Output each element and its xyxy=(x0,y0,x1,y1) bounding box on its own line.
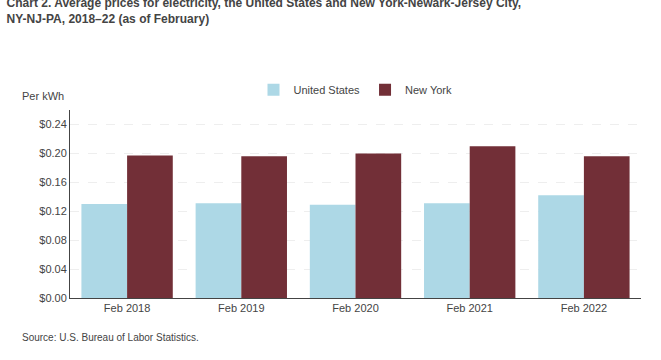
svg-text:$0.04: $0.04 xyxy=(39,263,67,275)
svg-text:Feb 2019: Feb 2019 xyxy=(218,302,264,314)
svg-text:$0.12: $0.12 xyxy=(39,205,67,217)
svg-text:New York: New York xyxy=(405,84,452,96)
svg-text:$0.20: $0.20 xyxy=(39,147,67,159)
svg-text:Feb 2022: Feb 2022 xyxy=(561,302,607,314)
svg-text:Per kWh: Per kWh xyxy=(22,90,64,102)
svg-text:Feb 2021: Feb 2021 xyxy=(446,302,492,314)
svg-text:$0.24: $0.24 xyxy=(39,118,67,130)
svg-text:$0.00: $0.00 xyxy=(39,292,67,304)
svg-text:United States: United States xyxy=(294,84,361,96)
svg-text:Source: U.S. Bureau of Labor S: Source: U.S. Bureau of Labor Statistics. xyxy=(22,332,199,343)
svg-text:Feb 2020: Feb 2020 xyxy=(332,302,378,314)
svg-text:Chart 2. Average prices for el: Chart 2. Average prices for electricity,… xyxy=(7,0,521,26)
svg-text:$0.16: $0.16 xyxy=(39,176,67,188)
svg-text:Feb 2018: Feb 2018 xyxy=(104,302,150,314)
svg-text:$0.08: $0.08 xyxy=(39,234,67,246)
